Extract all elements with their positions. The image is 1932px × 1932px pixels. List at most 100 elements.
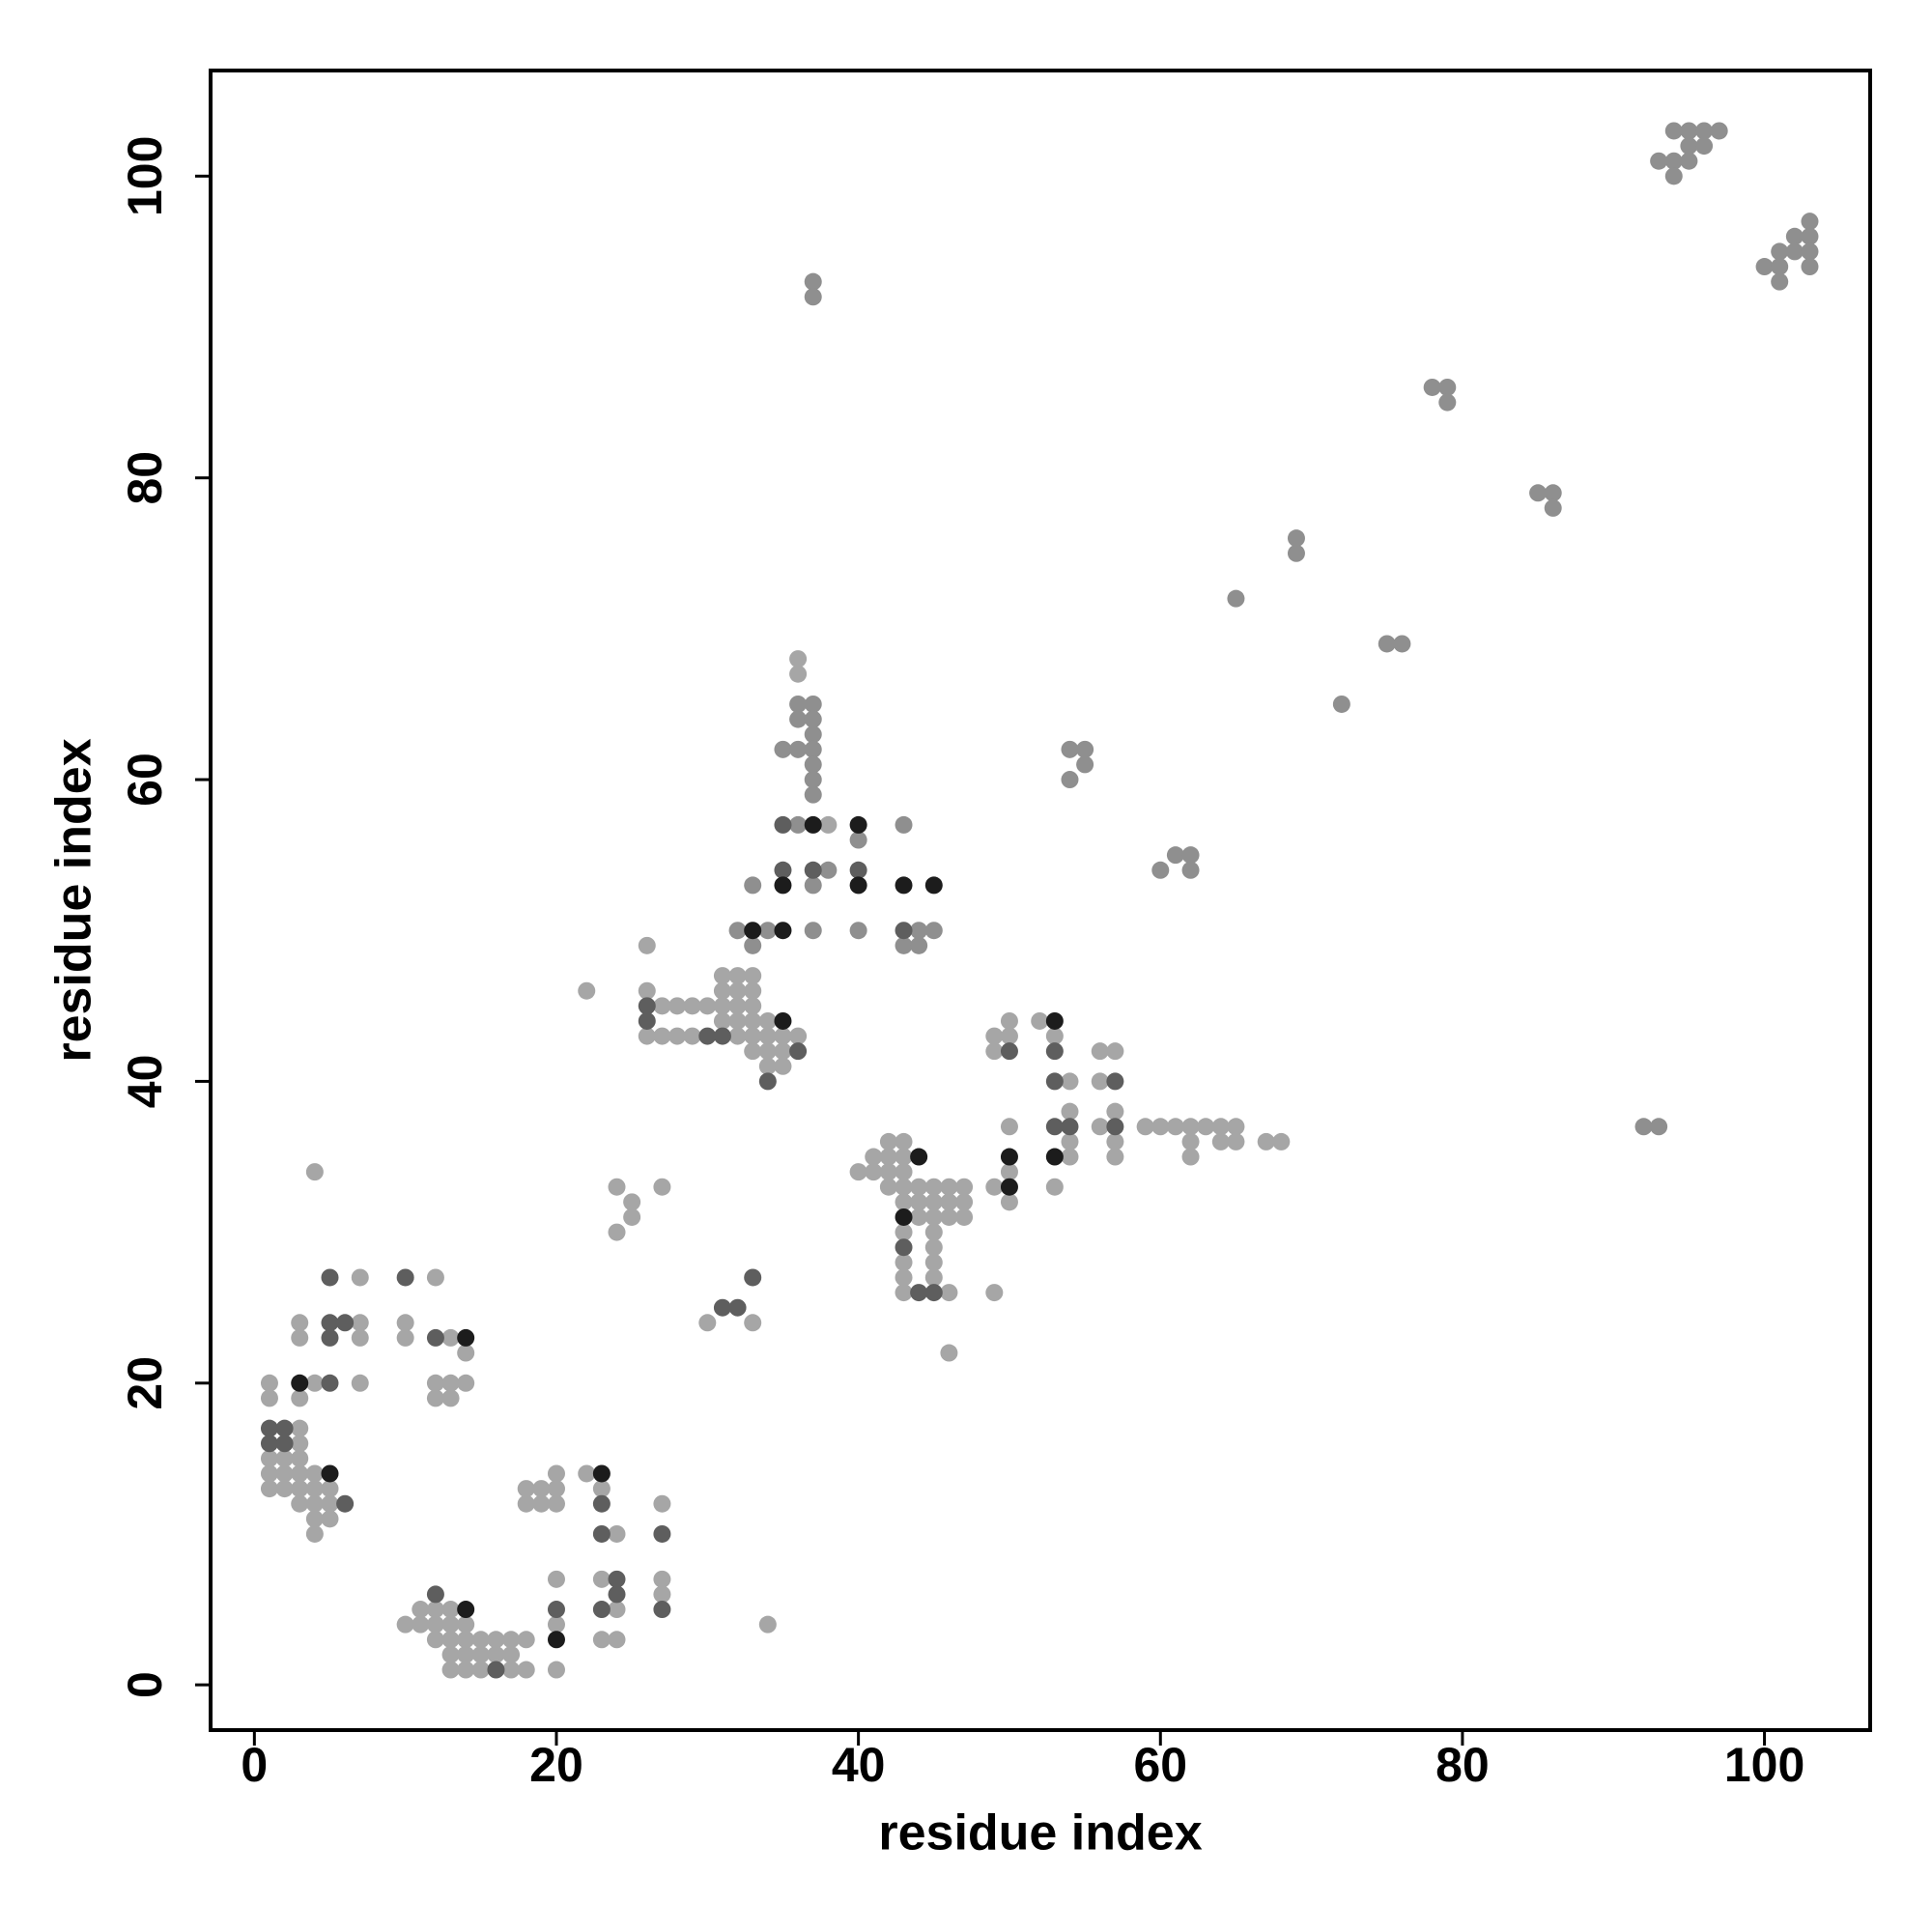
point xyxy=(789,710,808,728)
point xyxy=(879,1132,897,1151)
point xyxy=(1000,1148,1018,1166)
point xyxy=(260,1464,278,1483)
point xyxy=(1771,242,1789,261)
point xyxy=(1181,1118,1200,1136)
point xyxy=(895,1148,913,1166)
point xyxy=(653,1570,671,1588)
point xyxy=(804,815,822,834)
point xyxy=(1061,1132,1079,1151)
point xyxy=(1181,1148,1200,1166)
point xyxy=(547,1661,565,1679)
point xyxy=(728,1027,747,1045)
point xyxy=(1211,1132,1230,1151)
point xyxy=(608,1223,626,1241)
point xyxy=(260,1389,278,1407)
point xyxy=(758,1072,777,1091)
point xyxy=(849,922,867,940)
point xyxy=(1106,1042,1124,1061)
point xyxy=(924,1208,943,1226)
point xyxy=(321,1494,339,1513)
point xyxy=(321,1510,339,1528)
point xyxy=(457,1631,475,1649)
point xyxy=(578,1464,596,1483)
point xyxy=(1061,1118,1079,1136)
point xyxy=(1801,213,1819,231)
point xyxy=(1272,1132,1291,1151)
point xyxy=(291,1389,309,1407)
point xyxy=(744,936,762,954)
point xyxy=(1106,1148,1124,1166)
point xyxy=(441,1328,460,1347)
point xyxy=(336,1314,355,1332)
point xyxy=(396,1314,414,1332)
point xyxy=(728,1298,747,1317)
point xyxy=(291,1435,309,1453)
point xyxy=(260,1374,278,1392)
point xyxy=(1106,1102,1124,1121)
point xyxy=(774,922,792,940)
point xyxy=(291,1464,309,1483)
point xyxy=(396,1268,414,1287)
point xyxy=(426,1374,444,1392)
point xyxy=(291,1480,309,1498)
point xyxy=(804,695,822,713)
point xyxy=(638,936,656,954)
point xyxy=(471,1631,490,1649)
point xyxy=(1710,122,1728,140)
point xyxy=(592,1570,611,1588)
point xyxy=(940,1344,958,1362)
point xyxy=(502,1661,521,1679)
point xyxy=(441,1601,460,1619)
point xyxy=(789,665,808,683)
point xyxy=(1076,740,1094,758)
point xyxy=(804,755,822,774)
point xyxy=(291,1374,309,1392)
point xyxy=(291,1449,309,1467)
point xyxy=(592,1464,611,1483)
points xyxy=(260,122,1819,1679)
point xyxy=(578,981,596,1000)
point xyxy=(744,876,762,895)
point xyxy=(305,1374,324,1392)
point xyxy=(592,1480,611,1498)
point xyxy=(910,1148,928,1166)
point xyxy=(1438,378,1457,396)
point xyxy=(1801,242,1819,261)
point xyxy=(321,1328,339,1347)
point xyxy=(910,1284,928,1302)
x-tick-label: 40 xyxy=(832,1738,886,1792)
point xyxy=(758,922,777,940)
point xyxy=(940,1208,958,1226)
point xyxy=(668,997,687,1015)
point xyxy=(910,936,928,954)
point xyxy=(321,1464,339,1483)
point xyxy=(547,1631,565,1649)
point xyxy=(698,1027,717,1045)
point xyxy=(426,1389,444,1407)
point xyxy=(1680,122,1698,140)
point xyxy=(1287,544,1305,562)
point xyxy=(895,1208,913,1226)
point xyxy=(441,1389,460,1407)
point xyxy=(1000,1163,1018,1181)
point xyxy=(291,1494,309,1513)
point xyxy=(1181,846,1200,865)
x-tick-label: 80 xyxy=(1435,1738,1490,1792)
point xyxy=(940,1178,958,1196)
point xyxy=(592,1601,611,1619)
point xyxy=(457,1344,475,1362)
point xyxy=(260,1449,278,1467)
point xyxy=(668,1027,687,1045)
point xyxy=(547,1601,565,1619)
point xyxy=(758,1011,777,1030)
point xyxy=(1755,258,1774,276)
point xyxy=(985,1178,1004,1196)
point xyxy=(683,1027,701,1045)
point xyxy=(653,1601,671,1619)
point xyxy=(1076,755,1094,774)
point xyxy=(547,1464,565,1483)
y-tick-label: 80 xyxy=(118,451,172,505)
point xyxy=(592,1631,611,1649)
x-tick-label: 100 xyxy=(1724,1738,1804,1792)
point xyxy=(895,876,913,895)
